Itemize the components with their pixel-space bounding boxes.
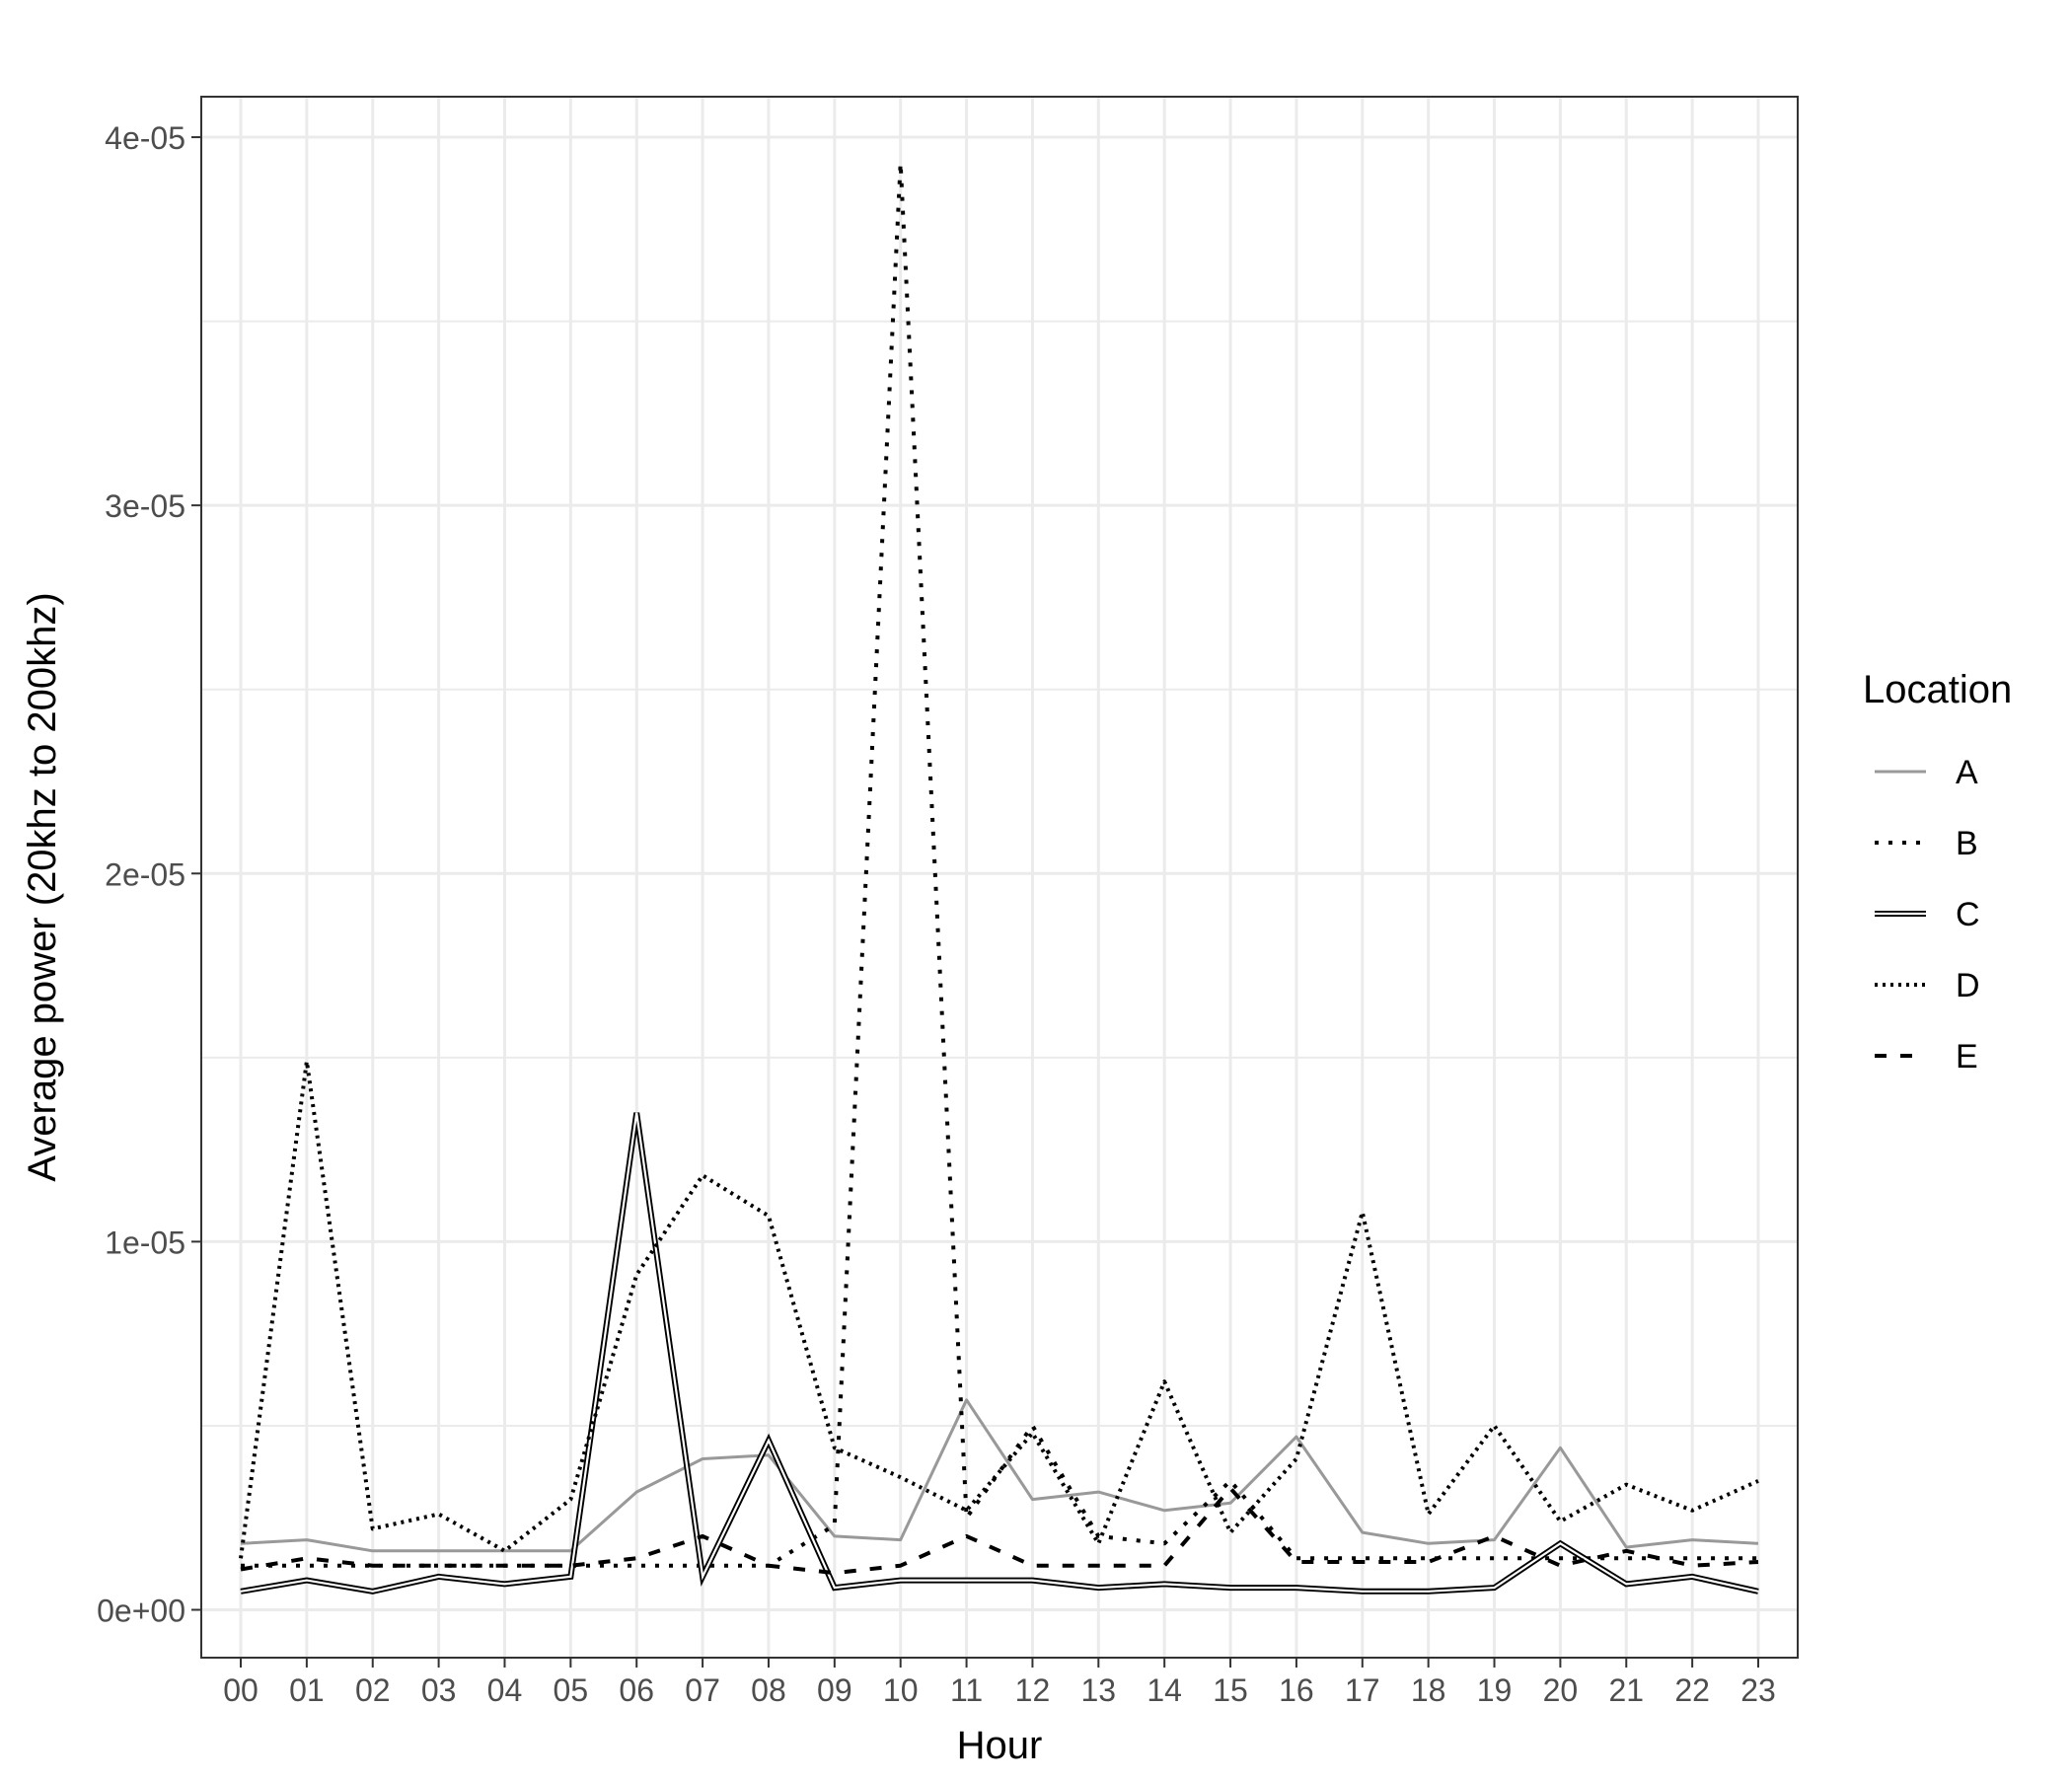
series-line-C-inner — [240, 1112, 1759, 1593]
x-tick-label: 05 — [554, 1672, 589, 1708]
x-tick-label: 15 — [1213, 1672, 1248, 1708]
series-line-B — [241, 161, 1758, 1568]
legend-label-B: B — [1956, 825, 1978, 862]
x-tick-label: 11 — [950, 1672, 983, 1708]
x-axis-title: Hour — [957, 1724, 1043, 1767]
legend-label-E: E — [1956, 1038, 1978, 1076]
x-tick-label: 16 — [1279, 1672, 1314, 1708]
y-tick-label: 4e-05 — [105, 120, 185, 156]
x-tick-label: 06 — [619, 1672, 654, 1708]
panel-border — [200, 96, 1799, 1659]
series-line-E — [240, 1486, 1759, 1576]
x-tick-label: 21 — [1608, 1672, 1644, 1708]
y-tick-label: 3e-05 — [105, 488, 185, 524]
x-tick-label: 01 — [289, 1672, 325, 1708]
x-tick-label: 12 — [1015, 1672, 1051, 1708]
x-tick-label: 02 — [355, 1672, 391, 1708]
x-tick-label: 00 — [223, 1672, 259, 1708]
x-tick-label: 23 — [1740, 1672, 1776, 1708]
x-tick-label: 04 — [487, 1672, 523, 1708]
x-tick-label: 07 — [685, 1672, 720, 1708]
series-lines — [239, 161, 1759, 1595]
legend-title: Location — [1863, 668, 2012, 711]
x-tick-label: 13 — [1081, 1672, 1117, 1708]
x-tick-label: 09 — [817, 1672, 852, 1708]
grid — [201, 97, 1798, 1658]
y-tick-label: 1e-05 — [105, 1224, 185, 1260]
x-tick-label: 10 — [883, 1672, 919, 1708]
x-tick-label: 20 — [1543, 1672, 1579, 1708]
x-tick-label: 18 — [1411, 1672, 1446, 1708]
series-line-A — [240, 1398, 1759, 1553]
legend-label-D: D — [1956, 967, 1980, 1004]
y-tick-label: 2e-05 — [105, 856, 185, 892]
x-tick-label: 17 — [1345, 1672, 1380, 1708]
x-tick-label: 19 — [1477, 1672, 1513, 1708]
series-line-D — [239, 1059, 1759, 1559]
x-tick-label: 03 — [421, 1672, 457, 1708]
x-tick-label: 08 — [751, 1672, 786, 1708]
y-axis-title: Average power (20khz to 200khz) — [21, 592, 64, 1181]
y-tick-label: 0e+00 — [97, 1593, 185, 1628]
x-tick-label: 14 — [1147, 1672, 1182, 1708]
x-tick-label: 22 — [1674, 1672, 1710, 1708]
legend-label-C: C — [1956, 896, 1980, 933]
axes: 0e+00 1e-05 2e-05 3e-05 4e-05 00 01 02 03 04 05 06 0… — [97, 120, 1776, 1708]
legend-label-A: A — [1956, 754, 1978, 791]
